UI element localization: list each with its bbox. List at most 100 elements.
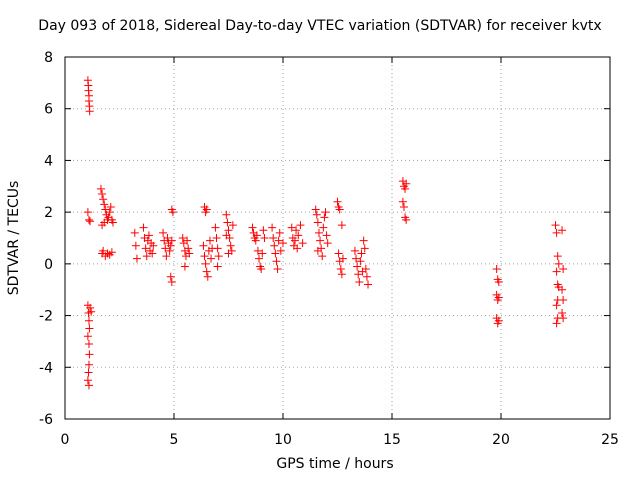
x-tick-label: 0 [61,432,70,448]
axis-ticks: 0 5 10 15 20 25 -6 -4 -2 0 2 4 6 8 [39,50,619,448]
x-axis-label: GPS time / hours [276,456,394,472]
data-point [260,234,269,242]
y-tick-label: 4 [44,153,53,169]
y-tick-label: 0 [44,257,53,273]
data-point [185,249,194,258]
data-point [290,236,299,245]
data-point [165,246,174,255]
data-point [85,350,94,359]
data-point [364,280,373,289]
data-point [353,262,362,271]
x-tick-label: 10 [274,432,292,448]
data-point [184,244,193,253]
x-tick-label: 25 [601,432,619,448]
data-point [320,213,329,222]
data-point [337,221,346,230]
data-point [551,221,560,230]
y-axis-label: SDTVAR / TECUs [6,180,22,296]
data-point [554,259,563,268]
data-point [257,265,266,274]
data-point [558,308,567,317]
data-point [224,249,233,258]
data-point [202,267,211,276]
data-point [84,215,93,224]
data-point [338,254,347,263]
data-point [276,246,285,255]
data-point [552,228,561,237]
data-point [99,195,108,204]
data-point [84,316,93,325]
data-point [167,277,176,286]
data-point [101,205,110,214]
data-point [255,254,264,263]
data-point [142,252,151,261]
data-point [269,234,278,242]
data-point [98,190,107,199]
data-point [552,301,561,310]
data-point [85,324,94,333]
data-point [214,252,223,261]
data-point [108,218,117,227]
data-point [141,244,150,253]
data-point [226,241,235,250]
data-point [258,249,267,258]
data-point [212,234,221,242]
data-point [84,381,93,390]
data-point [402,215,411,224]
data-point [84,360,93,369]
data-point [87,307,96,316]
data-point [100,200,109,209]
data-point [272,257,281,266]
y-tick-label: 6 [44,102,53,118]
data-point [224,226,233,235]
data-point [298,239,307,248]
data-point [159,228,168,237]
data-point [559,265,568,274]
data-point [251,236,260,245]
plot-frame [64,56,611,420]
y-tick-label: -6 [39,412,53,428]
data-point [106,202,115,211]
data-point [335,205,344,214]
data-point [162,252,171,261]
data-point [322,231,331,240]
data-point [402,179,411,188]
data-point [558,226,567,235]
data-point [334,249,343,258]
data-point [223,218,232,227]
data-point [333,197,342,206]
data-point [357,249,366,258]
data-point [183,236,192,245]
data-point [318,252,327,261]
data-point [399,202,408,211]
data-points [83,76,568,390]
data-point [271,249,280,258]
data-point [559,314,568,323]
y-tick-label: 2 [44,205,53,221]
data-point [84,340,93,349]
data-point [166,241,175,250]
data-point [167,236,176,245]
data-point [296,221,305,230]
data-point [200,252,209,261]
data-point [211,223,220,232]
data-point [492,265,501,274]
data-point [273,265,282,274]
data-point [149,241,158,250]
data-point [352,254,361,263]
data-point [553,252,562,261]
data-point [144,231,153,240]
data-point [312,210,321,219]
data-point [161,244,170,253]
data-point [398,197,407,206]
data-point [180,262,189,271]
data-point [321,208,330,217]
data-point [268,223,277,232]
data-point [279,239,287,248]
data-point [287,223,296,232]
data-point [222,210,231,219]
chart-title: Day 093 of 2018, Sidereal Day-to-day VTE… [38,18,602,34]
data-point [313,246,322,255]
data-point [83,332,92,341]
